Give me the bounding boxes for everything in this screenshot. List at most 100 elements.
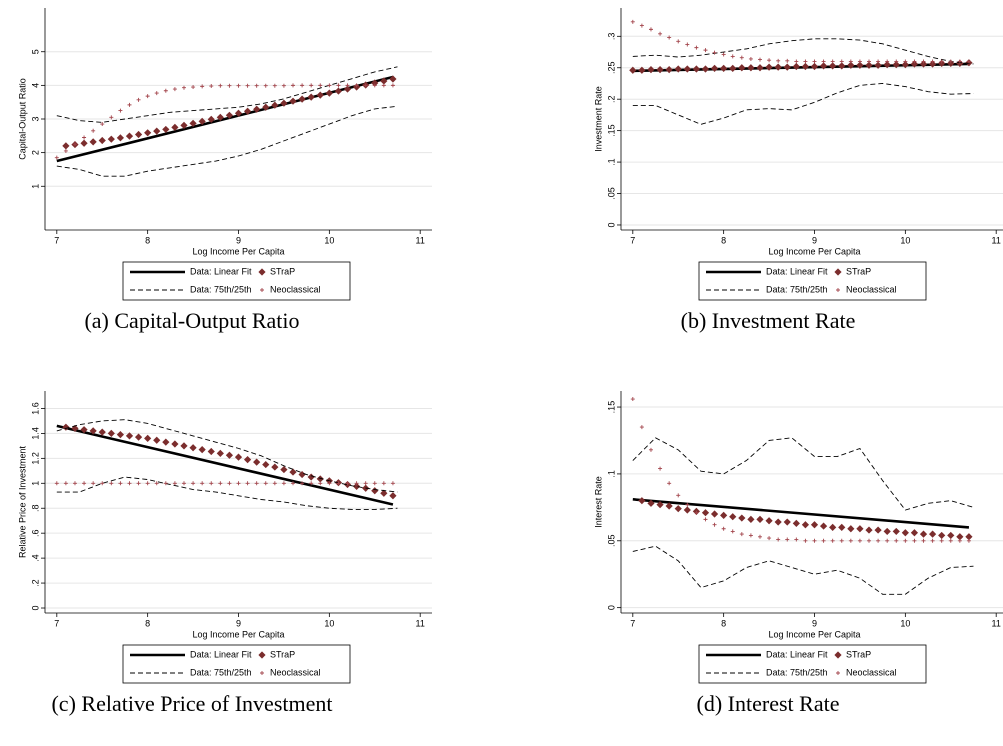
legend-label: Data: 75th/25th	[766, 667, 828, 677]
strap-point	[729, 513, 737, 521]
x-tick-label: 10	[900, 235, 910, 245]
legend-box	[698, 261, 927, 301]
strap-point	[856, 61, 864, 69]
legend-label: Data: Linear Fit	[766, 649, 828, 659]
neoclassical-point	[245, 481, 250, 486]
legend-label: Data: 75th/25th	[190, 667, 252, 677]
strap-point	[665, 66, 673, 74]
strap-point	[647, 499, 655, 507]
neoclassical-point	[191, 85, 196, 90]
strap-point	[647, 66, 655, 74]
strap-point	[307, 93, 315, 101]
upper-quartile-line	[56, 419, 398, 493]
neoclassical-point	[345, 83, 350, 88]
strap-point	[80, 426, 88, 434]
legend-symbol	[834, 651, 842, 659]
neoclassical-point	[236, 83, 241, 88]
neoclassical-point	[136, 97, 141, 102]
strap-point	[116, 134, 125, 142]
neoclassical-point	[767, 58, 772, 63]
neoclassical-point	[72, 481, 77, 486]
x-tick-label: 10	[324, 235, 334, 245]
y-tick-label: 4	[30, 83, 40, 88]
neoclassical-point	[939, 59, 944, 64]
strap-point	[965, 533, 973, 541]
neoclassical-point	[91, 481, 96, 486]
neoclassical-point	[236, 481, 241, 486]
strap-point	[207, 115, 215, 123]
neoclassical-point	[776, 58, 781, 63]
neoclassical-point	[676, 493, 681, 498]
strap-point	[225, 111, 234, 119]
strap-point	[371, 487, 379, 495]
panel: 0 .2 .4 .6 .8 1 1.2 1.4 1.6 7 8 9 10 11 Log Income Per…	[17, 391, 432, 716]
strap-point	[756, 515, 764, 523]
strap-point	[107, 135, 115, 143]
caption: (d) Interest Rate	[697, 691, 840, 716]
neoclassical-point	[154, 91, 159, 96]
strap-point	[107, 429, 115, 438]
neoclassical-point	[776, 537, 781, 542]
neoclassical-point	[118, 108, 123, 113]
neoclassical-point	[336, 481, 341, 486]
neoclassical-point	[254, 83, 259, 88]
strap-point	[738, 64, 746, 72]
neoclassical-point	[118, 481, 123, 486]
neoclassical-point	[803, 538, 808, 543]
strap-point	[720, 64, 728, 72]
neoclassical-point	[381, 83, 386, 88]
neoclassical-point	[794, 59, 799, 64]
neoclassical-point	[658, 31, 663, 36]
neoclassical-point	[200, 481, 205, 486]
strap-point	[89, 427, 97, 435]
strap-point	[262, 460, 270, 469]
strap-point	[134, 130, 143, 139]
strap-point	[856, 525, 864, 533]
neoclassical-point	[903, 59, 908, 64]
strap-point	[810, 521, 819, 529]
strap-point	[198, 446, 206, 454]
neoclassical-point	[245, 83, 250, 88]
x-axis-title: Log Income Per Capita	[192, 629, 284, 639]
y-tick-label: .3	[606, 33, 616, 41]
neoclassical-point	[667, 481, 672, 486]
strap-point	[98, 136, 106, 145]
neoclassical-point	[730, 529, 735, 534]
strap-point	[162, 438, 170, 446]
strap-point	[144, 129, 152, 137]
neoclassical-point	[648, 447, 653, 452]
legend-label: STraP	[270, 266, 295, 276]
strap-point	[216, 113, 224, 121]
strap-point	[710, 64, 719, 72]
strap-point	[883, 61, 891, 69]
x-tick-label: 9	[812, 618, 817, 628]
legend-label: Data: Linear Fit	[190, 649, 252, 659]
strap-point	[928, 60, 937, 68]
neoclassical-point	[100, 481, 105, 486]
y-tick-label: 1.2	[30, 452, 40, 465]
strap-point	[71, 424, 79, 433]
legend-label: Data: 75th/25th	[766, 284, 828, 294]
x-axis-title: Log Income Per Capita	[768, 629, 860, 639]
neoclassical-point	[309, 83, 314, 88]
neoclassical-point	[272, 83, 277, 88]
y-tick-label: .15	[606, 124, 616, 137]
neoclassical-point	[181, 481, 186, 486]
y-tick-label: .1	[606, 470, 616, 478]
strap-point	[701, 509, 710, 517]
neoclassical-point	[876, 59, 881, 64]
strap-point	[216, 449, 224, 457]
neoclassical-point	[372, 481, 377, 486]
neoclassical-point	[667, 35, 672, 40]
strap-point	[389, 492, 397, 500]
neoclassical-point	[685, 502, 690, 507]
x-tick-label: 11	[992, 235, 1001, 245]
neoclassical-point	[345, 481, 350, 486]
neoclassical-point	[327, 481, 332, 486]
strap-point	[874, 526, 882, 534]
strap-point	[656, 501, 664, 509]
strap-point	[938, 531, 946, 540]
x-tick-label: 10	[900, 618, 910, 628]
lower-quartile-line	[56, 476, 398, 510]
x-tick-label: 8	[145, 618, 150, 628]
